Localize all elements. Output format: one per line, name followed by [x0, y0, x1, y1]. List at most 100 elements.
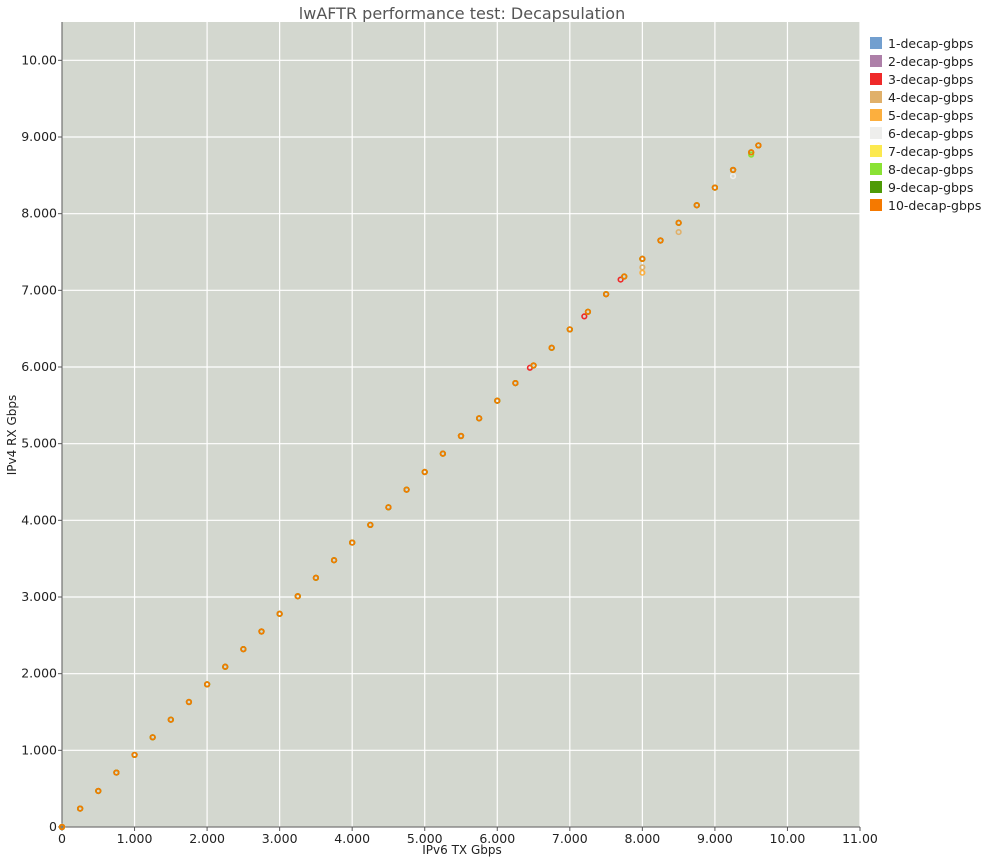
legend-item: 5-decap-gbps [870, 106, 981, 124]
x-tick-label: 6.000 [479, 831, 515, 846]
legend-swatch [870, 91, 882, 103]
data-point [294, 593, 301, 600]
data-point [258, 628, 265, 635]
y-tick-label: 1.000 [21, 742, 57, 757]
data-point [222, 663, 229, 670]
data-point [457, 432, 465, 440]
legend-swatch [870, 127, 882, 139]
legend-item: 8-decap-gbps [870, 160, 981, 178]
y-tick-label: 8.000 [21, 206, 57, 221]
legend-label: 6-decap-gbps [888, 125, 974, 141]
x-tick-label: 9.000 [697, 831, 733, 846]
legend-label: 7-decap-gbps [888, 143, 974, 159]
legend-swatch [870, 73, 882, 85]
x-axis-label: IPv6 TX Gbps [422, 843, 502, 857]
legend-label: 9-decap-gbps [888, 179, 974, 195]
legend-swatch [870, 109, 882, 121]
data-point [512, 380, 519, 387]
x-tick-label: 4.000 [334, 831, 370, 846]
data-point [276, 610, 283, 617]
x-tick-label: 7.000 [552, 831, 588, 846]
data-point [77, 805, 84, 812]
data-point [113, 769, 120, 776]
data-point [748, 151, 755, 158]
data-point [755, 142, 762, 149]
chart-title: lwAFTR performance test: Decapsulation [298, 4, 626, 23]
legend-label: 2-decap-gbps [888, 53, 974, 69]
data-point [167, 716, 174, 723]
legend-item: 6-decap-gbps [870, 124, 981, 142]
legend-label: 1-decap-gbps [888, 35, 974, 51]
legend-item: 10-decap-gbps [870, 196, 981, 214]
data-point [639, 269, 646, 276]
data-point [602, 291, 610, 298]
data-point [185, 698, 193, 706]
legend-label: 5-decap-gbps [888, 107, 974, 123]
legend-label: 8-decap-gbps [888, 161, 974, 177]
data-point [581, 313, 588, 320]
data-point [675, 228, 682, 236]
x-tick-label: 11.00 [842, 831, 878, 846]
data-point [657, 237, 664, 244]
data-point [639, 255, 646, 263]
legend-swatch [870, 55, 882, 67]
data-point [617, 276, 624, 283]
data-point [711, 184, 719, 191]
data-point [566, 326, 573, 333]
data-point [548, 344, 555, 351]
data-point [675, 219, 682, 226]
data-point [693, 202, 700, 209]
data-point [240, 646, 247, 653]
y-tick-label: 2.000 [21, 666, 57, 681]
y-tick-label: 3.000 [21, 589, 57, 604]
x-tick-label: 2.000 [189, 831, 225, 846]
legend-label: 3-decap-gbps [888, 71, 974, 87]
legend: 1-decap-gbps 2-decap-gbps 3-decap-gbps 4-de… [870, 34, 981, 214]
y-tick-label: 7.000 [21, 282, 57, 297]
data-point [149, 734, 156, 741]
data-point [367, 521, 374, 529]
legend-item: 1-decap-gbps [870, 34, 981, 52]
x-tick-label: 5.000 [407, 831, 443, 846]
legend-label: 10-decap-gbps [888, 197, 982, 213]
legend-item: 4-decap-gbps [870, 88, 981, 106]
y-tick-label: 6.000 [21, 359, 57, 374]
y-tick-label: 0 [49, 819, 57, 834]
legend-item: 2-decap-gbps [870, 52, 981, 70]
y-axis-label: IPv4 RX Gbps [5, 394, 19, 476]
data-point [748, 149, 755, 156]
y-tick-label: 9.000 [21, 129, 57, 144]
data-point [385, 504, 392, 511]
data-point [476, 415, 483, 422]
data-point [621, 273, 628, 280]
data-point [203, 681, 211, 688]
x-tick-label: 3.000 [262, 831, 298, 846]
tick-labels: 0 1.000 2.000 3.000 4.000 5.000 6.000 7.000 8.00… [21, 52, 878, 846]
data-point [95, 787, 102, 795]
legend-swatch [870, 145, 882, 157]
y-tick-label: 4.000 [21, 512, 57, 527]
y-tick-label: 10.00 [21, 52, 57, 67]
legend-swatch [870, 37, 882, 49]
legend-label: 4-decap-gbps [888, 89, 974, 105]
axes [58, 22, 861, 831]
data-point [729, 173, 737, 180]
legend-item: 3-decap-gbps [870, 70, 981, 88]
data-point [403, 486, 410, 493]
y-tick-label: 5.000 [21, 436, 57, 451]
data-point [530, 362, 537, 369]
data-point [584, 308, 592, 315]
data-points [58, 142, 762, 831]
data-point [349, 539, 356, 546]
data-point [494, 397, 501, 404]
x-tick-label: 0 [58, 831, 66, 846]
x-tick-label: 10.00 [770, 831, 806, 846]
legend-swatch [870, 181, 882, 193]
legend-item: 9-decap-gbps [870, 178, 981, 196]
legend-swatch [870, 199, 882, 211]
legend-swatch [870, 163, 882, 175]
data-point [421, 468, 428, 476]
data-point [312, 574, 320, 581]
data-point [131, 751, 138, 759]
